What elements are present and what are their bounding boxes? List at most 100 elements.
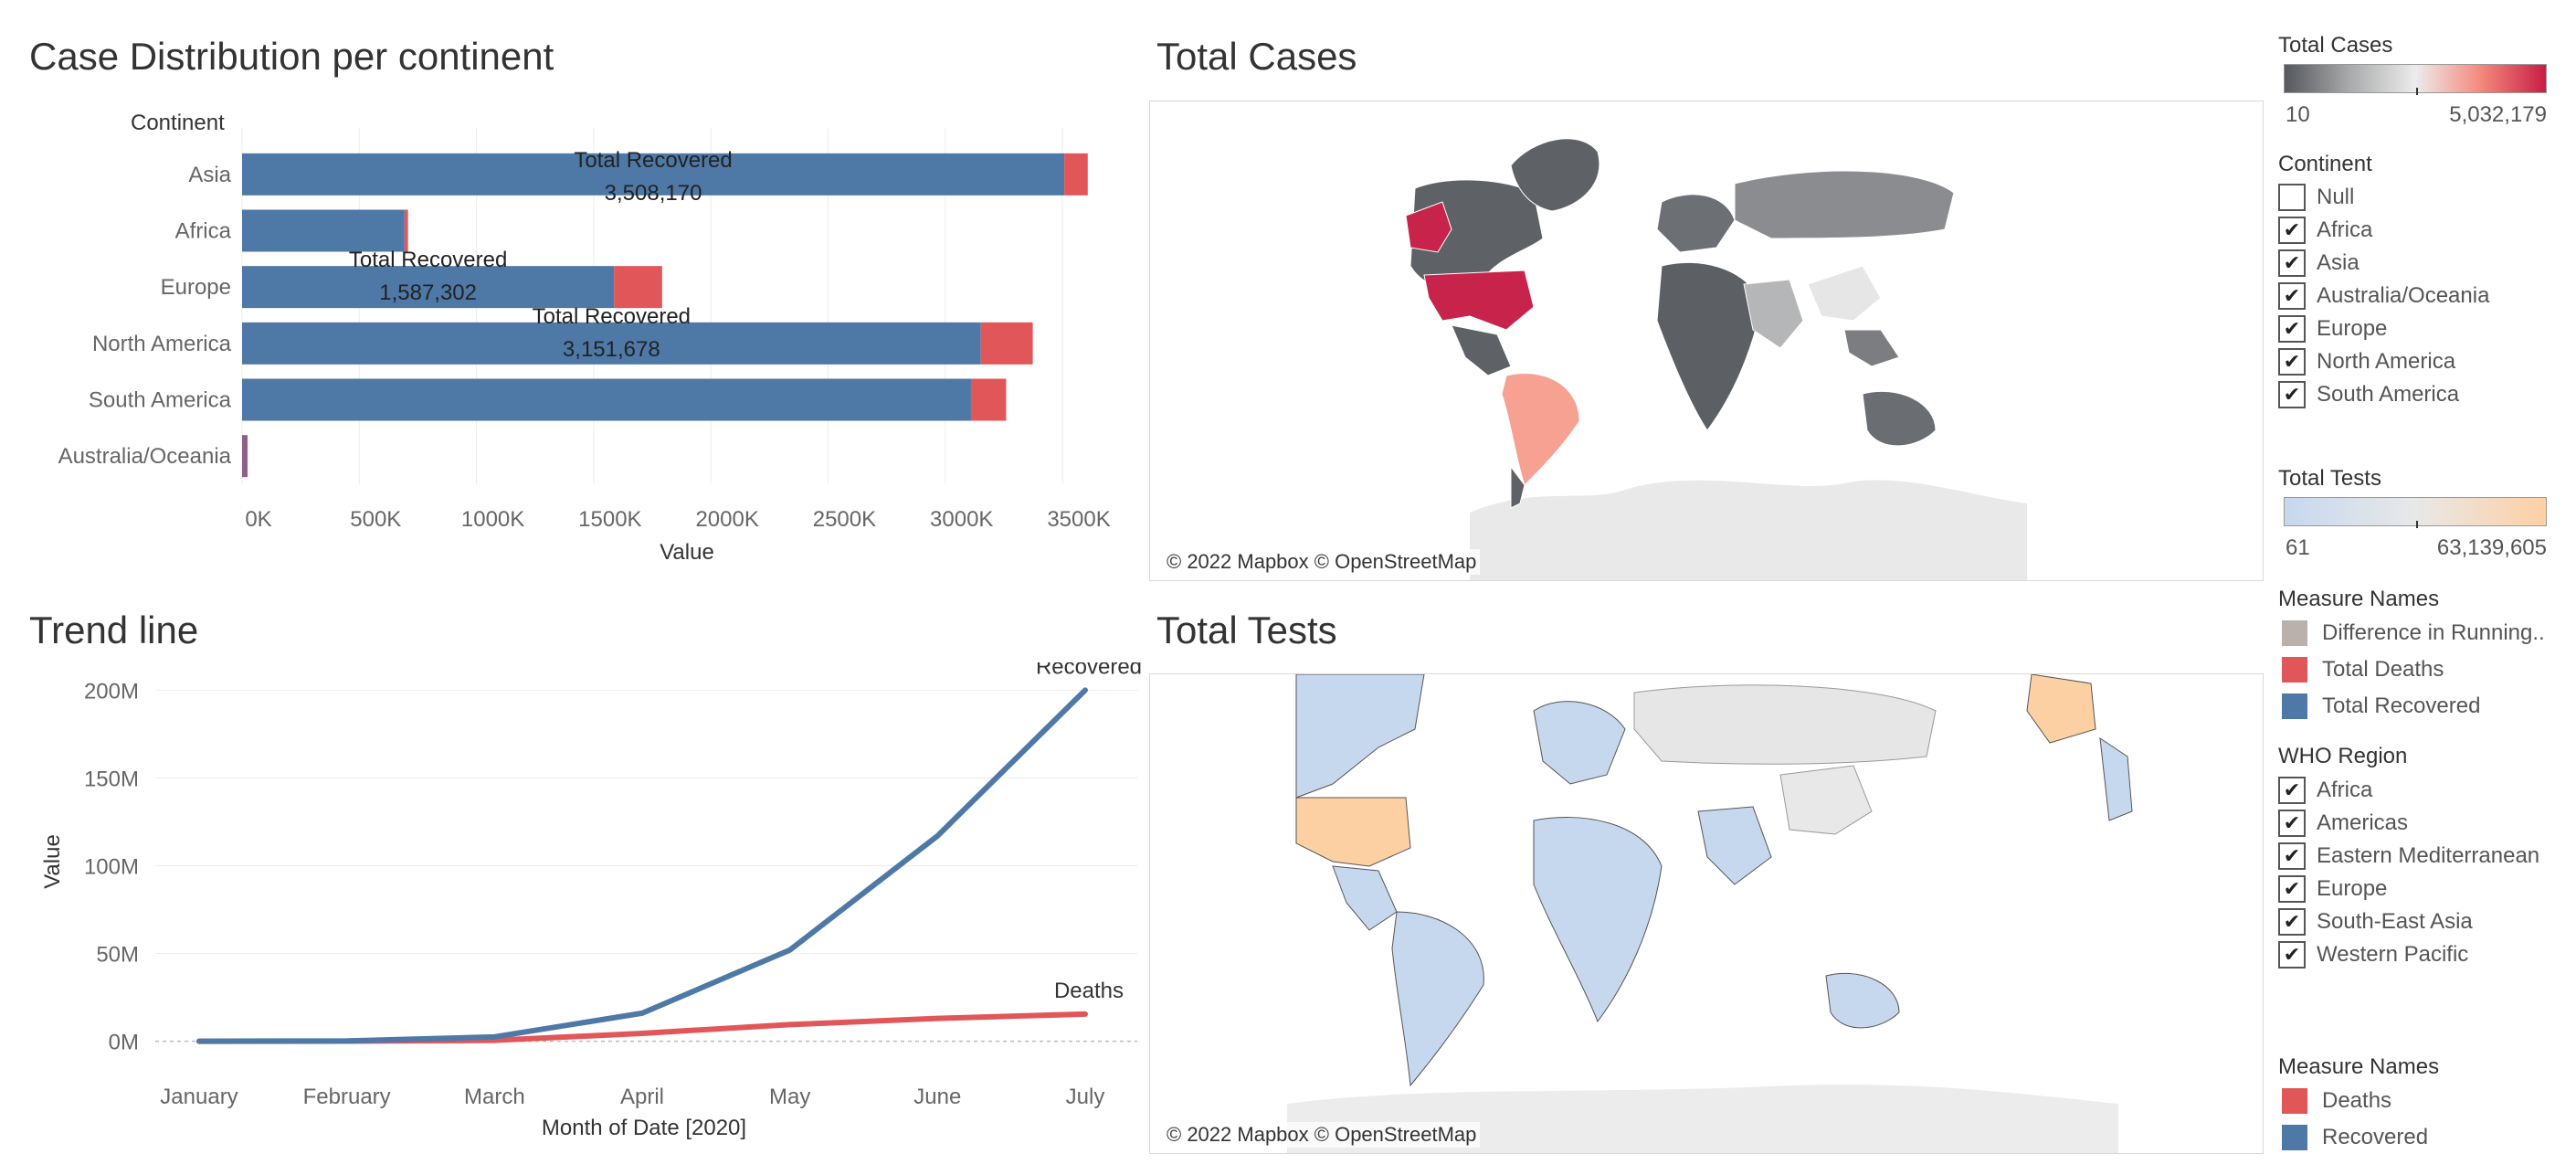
legend-label: Deaths (2322, 1088, 2392, 1113)
measure-legend-item-total-deaths[interactable]: Total Deaths (2282, 654, 2444, 685)
measure-legend-2-item-recovered[interactable]: Recovered (2282, 1122, 2428, 1153)
bar-europe-recovered[interactable] (242, 266, 615, 309)
total-tests-map[interactable]: © 2022 Mapbox © OpenStreetMap (1149, 673, 2264, 1154)
bar-x-tick-label: 1500K (578, 507, 641, 532)
continent-filter-item-north-america[interactable]: ✔ North America (2278, 346, 2455, 377)
measure-legend-2-item-deaths[interactable]: Deaths (2282, 1085, 2391, 1117)
measure-legend-item-total-recovered[interactable]: Total Recovered (2282, 691, 2480, 722)
line-series-recovered[interactable] (196, 687, 1088, 1044)
continent-filter-title: Continent (2278, 152, 2372, 176)
bar-europe-deaths[interactable] (614, 266, 662, 309)
who-region-filter-item-europe[interactable]: ✔ Europe (2278, 873, 2387, 905)
line-y-tick-label: 150M (84, 767, 139, 791)
total-tests-legend-title: Total Tests (2278, 466, 2381, 491)
bar-south-america-deaths[interactable] (970, 378, 1007, 421)
checkbox[interactable]: ✔ (2278, 348, 2306, 376)
legend-label: Difference in Running.. (2322, 620, 2545, 645)
bar-category-label: Australia/Oceania (58, 444, 232, 469)
checkbox[interactable]: ✔ (2278, 282, 2306, 310)
country-shapes[interactable] (1405, 138, 1955, 509)
bar-asia-recovered[interactable] (242, 153, 1065, 196)
checkbox[interactable]: ✔ (2278, 875, 2306, 903)
country-shapes[interactable] (1295, 674, 2133, 1087)
line-series-deaths[interactable] (196, 1011, 1088, 1044)
color-ramp-marker (2416, 521, 2418, 528)
line-x-tick-label: February (303, 1085, 391, 1109)
total-cases-map[interactable]: © 2022 Mapbox © OpenStreetMap (1149, 101, 2264, 581)
legend-swatch (2282, 693, 2307, 719)
bar-x-tick-label: 2500K (813, 507, 876, 532)
continent-filter-item-asia[interactable]: ✔ Asia (2278, 248, 2360, 279)
bar-annotation-value: 3,508,170 (605, 181, 702, 206)
legend-swatch (2282, 1088, 2307, 1114)
line-y-tick-label: 100M (84, 855, 139, 880)
line-x-axis-title: Month of Date [2020] (542, 1116, 746, 1140)
bar-x-tick-label: 1000K (461, 507, 524, 532)
who-region-filter-item-south-east-asia[interactable]: ✔ South-East Asia (2278, 906, 2473, 937)
bar-chart[interactable]: Asia Africa Europe North America South Ameri… (0, 101, 1142, 576)
who-region-filter-item-africa[interactable]: ✔ Africa (2278, 775, 2372, 806)
bar-annotation-value: 3,151,678 (563, 337, 660, 362)
line-x-tick-label: July (1066, 1085, 1105, 1109)
checkbox[interactable] (2278, 184, 2306, 211)
line-x-tick-label: January (160, 1085, 238, 1109)
continent-filter-item-south-america[interactable]: ✔ South America (2278, 379, 2459, 410)
checkbox[interactable]: ✔ (2278, 842, 2306, 870)
bar-north-america-deaths[interactable] (980, 322, 1033, 365)
bar-category-label: North America (92, 332, 232, 356)
checkbox-label: North America (2317, 349, 2456, 374)
line-x-tick-label: March (464, 1085, 525, 1109)
checkbox[interactable]: ✔ (2278, 810, 2306, 837)
checkbox-label: Null (2317, 185, 2355, 209)
checkbox-label: Europe (2317, 316, 2388, 341)
checkbox[interactable]: ✔ (2278, 777, 2306, 804)
bar-north-america-recovered[interactable] (242, 322, 981, 365)
continent-filter-item-europe[interactable]: ✔ Europe (2278, 313, 2387, 344)
checkbox[interactable]: ✔ (2278, 315, 2306, 343)
checkbox-label: Asia (2317, 250, 2360, 275)
line-x-tick-label: April (620, 1085, 664, 1109)
continent-filter-item-australia-oceania[interactable]: ✔ Australia/Oceania (2278, 281, 2489, 312)
total-cases-color-ramp[interactable] (2284, 64, 2547, 93)
checkbox-label: Eastern Mediterranean (2317, 843, 2540, 868)
line-x-tick-label: June (913, 1085, 961, 1109)
total-tests-color-ramp[interactable] (2284, 497, 2547, 526)
checkbox[interactable]: ✔ (2278, 249, 2306, 277)
bar-category-label: Asia (188, 163, 231, 187)
bar-africa-recovered[interactable] (242, 209, 405, 252)
checkbox[interactable]: ✔ (2278, 941, 2306, 969)
trend-line-chart[interactable]: 0M 50M 100M 150M 200M January February March Ap… (0, 662, 1142, 1156)
who-region-filter-item-western-pacific[interactable]: ✔ Western Pacific (2278, 939, 2468, 970)
cases-ramp-min: 10 (2286, 102, 2310, 127)
bar-africa-deaths[interactable] (404, 209, 408, 252)
legend-label: Total Recovered (2322, 693, 2481, 718)
line-y-tick-label: 0M (109, 1031, 139, 1055)
color-ramp-marker (2416, 88, 2418, 95)
who-region-filter-item-eastern-mediterranean[interactable]: ✔ Eastern Mediterranean (2278, 841, 2539, 872)
bar-category-label: Africa (175, 219, 232, 244)
bar-category-label: Europe (161, 275, 231, 300)
bar-south-america-recovered[interactable] (242, 378, 971, 421)
legend-swatch (2282, 620, 2307, 646)
measure-legend-item-difference-in-running[interactable]: Difference in Running.. (2282, 618, 2545, 649)
bar-x-axis-title: Value (660, 540, 714, 565)
map-attribution: © 2022 Mapbox © OpenStreetMap (1163, 1122, 1481, 1148)
checkbox[interactable]: ✔ (2278, 381, 2306, 408)
antarctica-shape (1287, 1085, 2118, 1153)
cases-ramp-max: 5,032,179 (2449, 102, 2547, 127)
measure-names-legend-title-2: Measure Names (2278, 1054, 2440, 1079)
bar-x-tick-label: 3000K (930, 507, 993, 532)
checkbox[interactable]: ✔ (2278, 217, 2306, 244)
continent-filter-item-null[interactable]: Null (2278, 182, 2354, 213)
who-region-filter-item-americas[interactable]: ✔ Americas (2278, 808, 2408, 839)
line-y-tick-label: 200M (84, 679, 139, 704)
line-series-label: Deaths (1054, 979, 1124, 1003)
bar-asia-deaths[interactable] (1064, 153, 1088, 196)
checkbox[interactable]: ✔ (2278, 908, 2306, 936)
cases-map-title: Total Cases (1156, 35, 1357, 78)
checkbox-label: Europe (2317, 876, 2388, 901)
bar-x-tick-label: 500K (350, 507, 401, 532)
bar-y-axis-title: Continent (131, 111, 225, 135)
continent-filter-item-africa[interactable]: ✔ Africa (2278, 215, 2372, 246)
bar-australia-oceania-combined[interactable] (242, 435, 248, 478)
